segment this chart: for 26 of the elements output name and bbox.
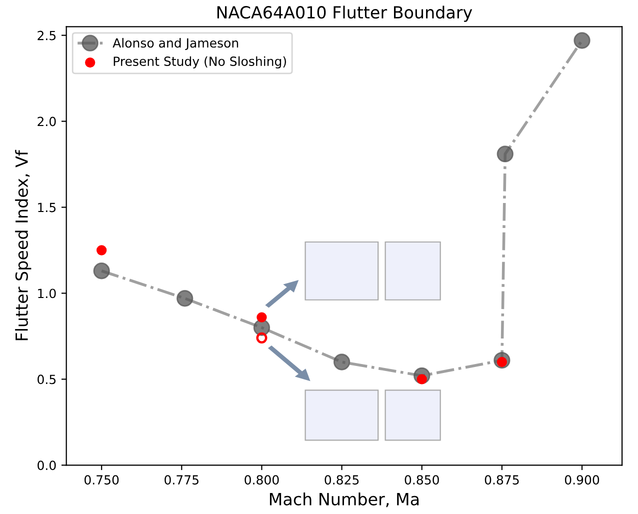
point [256, 332, 268, 344]
point [93, 262, 110, 280]
x-axis-title: Mach Number, Ma [270, 492, 419, 508]
x-tick-label: 0.825 [324, 475, 359, 485]
y-tick-label: 0.5 [38, 374, 56, 384]
y-tick-label: 2.5 [38, 30, 56, 40]
y-tick-label: 1.0 [38, 288, 56, 298]
point [256, 312, 267, 322]
x-tick-label: 0.900 [564, 475, 600, 485]
x-tick-label: 0.850 [404, 475, 439, 485]
point [574, 32, 590, 49]
point [496, 146, 514, 162]
x-tick-label: 0.775 [164, 475, 198, 485]
chart-title: NACA64A010 Flutter Boundary [217, 6, 472, 22]
point [96, 245, 107, 256]
y-axis-title: Flutter Speed Index, Vf [15, 150, 32, 340]
y-tick-label: 2.0 [38, 116, 56, 126]
point [333, 354, 350, 370]
point [176, 290, 194, 307]
x-tick-label: 0.750 [84, 475, 119, 485]
legend-label: Alonso and Jameson [112, 38, 238, 50]
y-tick-label: 0.0 [38, 460, 56, 470]
x-tick-label: 0.800 [244, 475, 279, 485]
legend-label: Present Study (No Sloshing) [114, 56, 286, 68]
y-tick-label: 1.5 [38, 202, 56, 212]
x-tick-label: 0.875 [484, 475, 519, 485]
